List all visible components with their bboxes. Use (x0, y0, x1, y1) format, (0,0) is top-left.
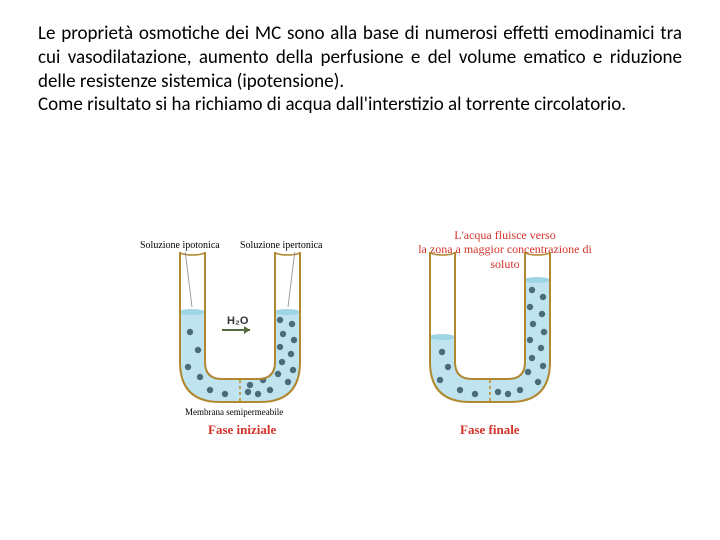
label-h2o: H₂O (227, 315, 248, 327)
osmosis-diagram-area: Soluzione ipotonica Soluzione ipertonica… (0, 230, 720, 490)
label-membrane: Membrana semipermeabile (185, 407, 283, 417)
paragraph-1: Le proprietà osmotiche dei MC sono alla … (38, 22, 682, 93)
label-phase-final: Fase finale (460, 422, 520, 438)
utube-final (400, 252, 580, 422)
label-hypertonic: Soluzione ipertonica (240, 240, 322, 251)
label-hypotonic: Soluzione ipotonica (140, 240, 220, 251)
label-phase-initial: Fase iniziale (208, 422, 276, 438)
utube-initial (150, 252, 330, 422)
paragraph-2: Come risultato si ha richiamo di acqua d… (38, 93, 626, 116)
